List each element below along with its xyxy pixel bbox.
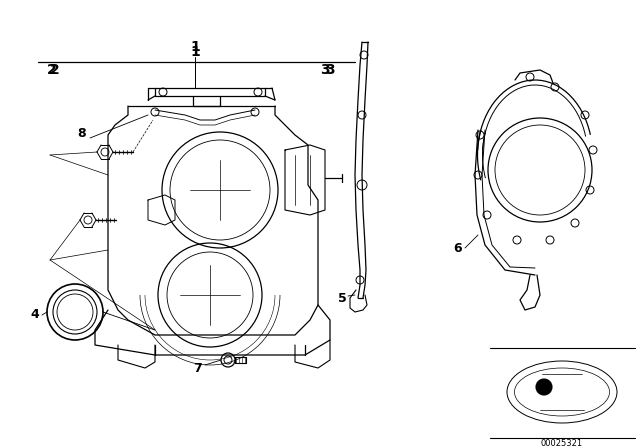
Text: 2: 2 bbox=[47, 63, 57, 77]
Text: 4: 4 bbox=[31, 309, 40, 322]
Circle shape bbox=[536, 379, 552, 395]
Text: 3: 3 bbox=[325, 63, 335, 77]
Text: 7: 7 bbox=[194, 362, 202, 375]
Text: 1: 1 bbox=[190, 40, 200, 54]
Text: 5: 5 bbox=[338, 292, 346, 305]
Text: 1: 1 bbox=[190, 45, 200, 59]
Text: 3: 3 bbox=[320, 63, 330, 77]
Text: 6: 6 bbox=[454, 241, 462, 254]
Text: 8: 8 bbox=[77, 126, 86, 139]
Text: 2: 2 bbox=[50, 63, 60, 77]
Text: 00025321: 00025321 bbox=[541, 439, 583, 448]
